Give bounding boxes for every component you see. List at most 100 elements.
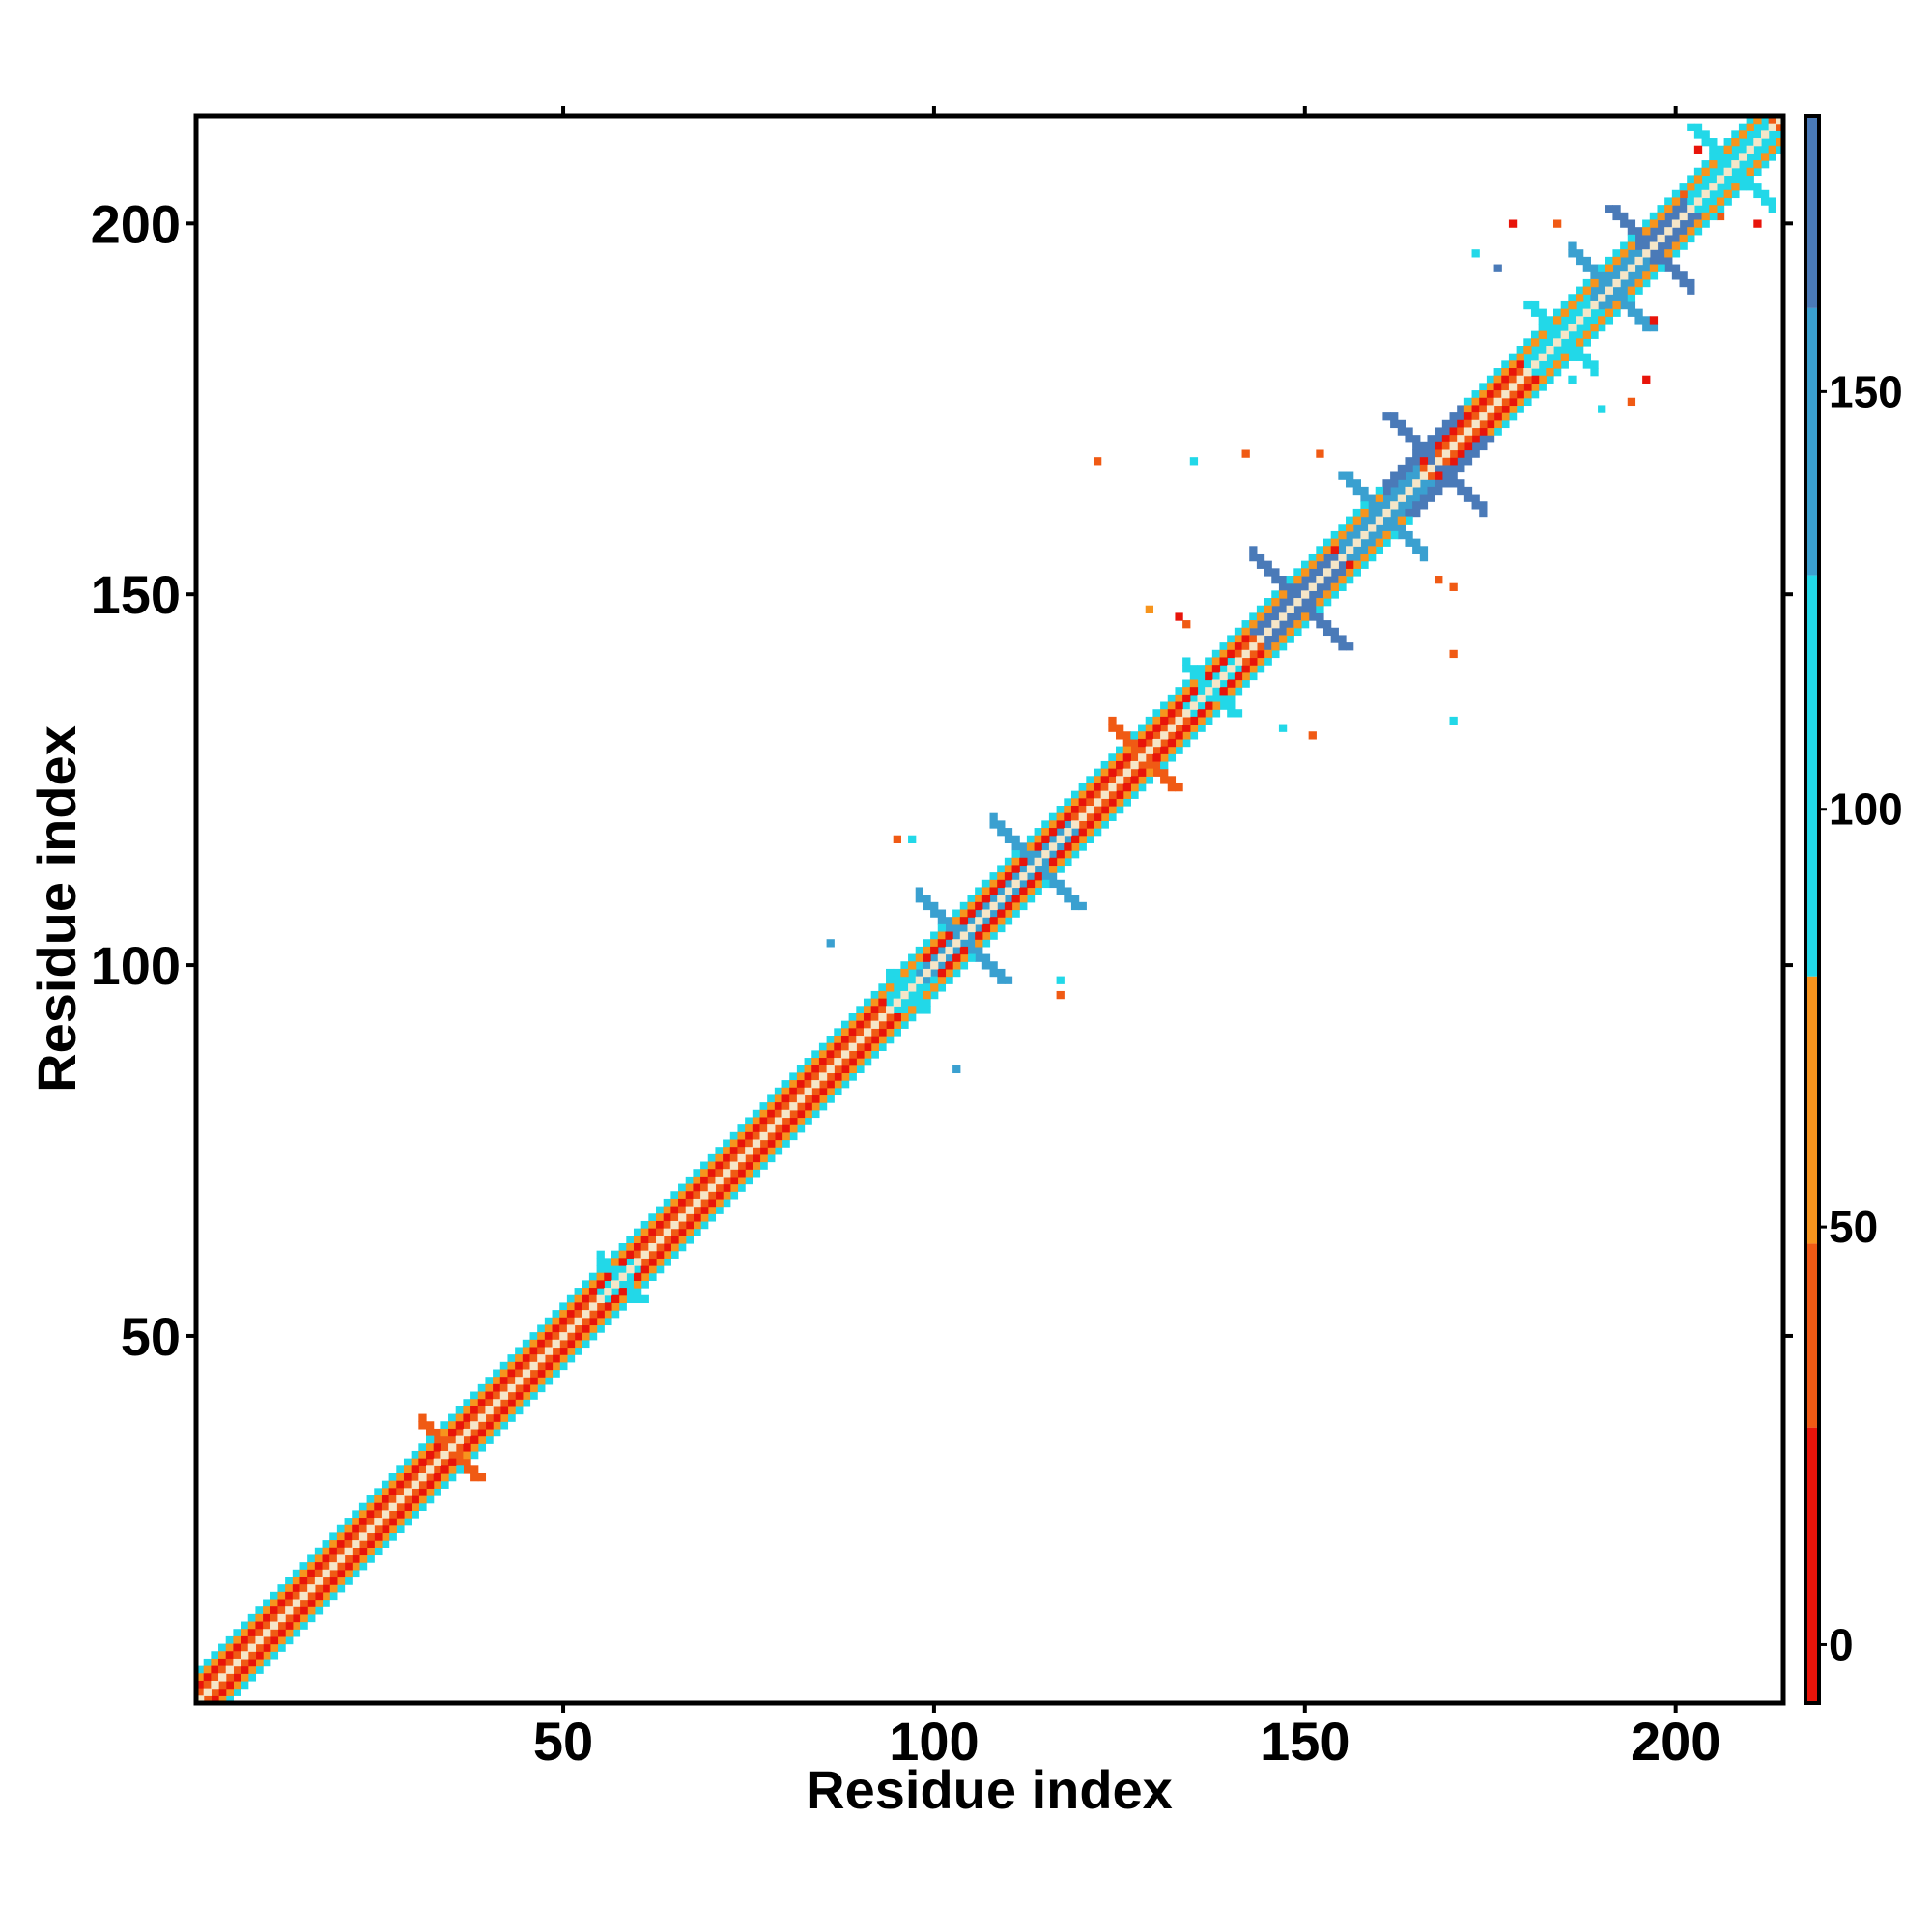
heatmap-cell: [1070, 850, 1080, 859]
heatmap-cell: [411, 1480, 419, 1489]
heatmap-cell: [1701, 189, 1710, 199]
heatmap-cell: [537, 1377, 546, 1385]
heatmap-cell: [233, 1688, 242, 1696]
heatmap-cell: [292, 1629, 301, 1637]
heatmap-cell: [1412, 435, 1421, 443]
heatmap-cell: [233, 1643, 242, 1652]
heatmap-cell: [796, 1094, 806, 1103]
heatmap-cell: [1205, 687, 1213, 696]
heatmap-cell: [1360, 501, 1369, 510]
heatmap-cell: [975, 887, 983, 895]
heatmap-cell: [707, 1183, 717, 1192]
heatmap-cell: [1457, 449, 1465, 458]
heatmap-cell: [1768, 205, 1776, 213]
heatmap-cell: [1634, 264, 1643, 272]
heatmap-cell: [997, 887, 1006, 895]
heatmap-cell: [1330, 546, 1339, 554]
heatmap-cell: [1397, 427, 1406, 436]
heatmap-cell: [1508, 405, 1518, 413]
heatmap-cell: [1293, 590, 1302, 599]
heatmap-cell: [1576, 286, 1584, 295]
heatmap-cell: [529, 1369, 538, 1378]
heatmap-cell: [1449, 716, 1458, 725]
heatmap-cell: [1457, 427, 1465, 436]
heatmap-cell: [1546, 330, 1554, 339]
heatmap-cell: [477, 1399, 487, 1407]
colorbar-band: [1805, 976, 1819, 1244]
heatmap-cell: [455, 1450, 464, 1460]
heatmap-cell: [834, 1058, 842, 1066]
heatmap-cell: [1093, 776, 1102, 784]
heatmap-cell: [1160, 760, 1169, 770]
heatmap-cell: [1390, 486, 1399, 496]
heatmap-cell: [737, 1153, 746, 1163]
heatmap-cell: [552, 1339, 560, 1349]
heatmap-cell: [507, 1369, 516, 1378]
heatmap-cell: [811, 1094, 820, 1103]
heatmap-cell: [1116, 806, 1124, 814]
heatmap-cell: [1308, 612, 1317, 621]
heatmap-cell: [840, 1072, 850, 1081]
heatmap-cell: [1241, 665, 1250, 673]
heatmap-cell: [485, 1377, 494, 1385]
heatmap-cell: [1508, 219, 1518, 228]
heatmap-cell: [1576, 330, 1584, 339]
heatmap-cell: [588, 1332, 598, 1341]
heatmap-cell: [767, 1131, 776, 1141]
heatmap-cell: [981, 879, 991, 889]
heatmap-cell: [737, 1139, 746, 1148]
heatmap-cell: [1738, 167, 1747, 177]
heatmap-cell: [1041, 835, 1050, 843]
heatmap-cell: [1108, 768, 1117, 777]
heatmap-cell: [1041, 865, 1050, 873]
heatmap-cell: [1070, 901, 1080, 911]
heatmap-cell: [759, 1124, 768, 1133]
heatmap-cell: [1560, 360, 1569, 369]
heatmap-cell: [1716, 145, 1725, 154]
heatmap-cell: [1308, 605, 1317, 613]
heatmap-cell: [1293, 620, 1302, 629]
heatmap-cell: [1004, 909, 1013, 918]
heatmap-cell: [737, 1176, 746, 1185]
heatmap-cell: [1412, 457, 1421, 466]
heatmap-cell: [811, 1065, 820, 1074]
heatmap-cell: [388, 1518, 397, 1526]
heatmap-cell: [1256, 642, 1265, 651]
heatmap-cell: [1160, 753, 1169, 762]
heatmap-cell: [218, 1673, 227, 1682]
heatmap-cell: [1576, 346, 1584, 355]
heatmap-cell: [1100, 768, 1109, 777]
heatmap-cell: [255, 1629, 264, 1637]
heatmap-cell: [1397, 524, 1406, 532]
heatmap-cell: [989, 872, 998, 881]
heatmap-cell: [1479, 508, 1488, 518]
heatmap-cell: [1576, 249, 1584, 258]
heatmap-cell: [1679, 234, 1688, 243]
heatmap-cell: [566, 1294, 576, 1304]
heatmap-cell: [648, 1258, 657, 1266]
heatmap-cell: [1360, 546, 1369, 554]
heatmap-cell: [1501, 405, 1510, 413]
heatmap-cell: [307, 1584, 316, 1593]
heatmap-cell: [381, 1524, 390, 1534]
heatmap-cell: [723, 1153, 731, 1163]
heatmap-cell: [1479, 412, 1488, 421]
y-tick-label: 100: [91, 935, 181, 996]
heatmap-cell: [975, 895, 983, 903]
heatmap-cell: [989, 961, 998, 970]
heatmap-cell: [1508, 368, 1518, 377]
heatmap-cell: [997, 872, 1006, 881]
heatmap-cell: [1523, 390, 1532, 399]
heatmap-cell: [285, 1584, 294, 1593]
heatmap-cell: [796, 1072, 806, 1081]
heatmap-cell: [1620, 212, 1629, 221]
heatmap-cell: [1375, 486, 1384, 496]
heatmap-cell: [1197, 694, 1206, 703]
heatmap-cell: [1234, 649, 1243, 659]
heatmap-cell: [574, 1339, 582, 1349]
heatmap-cell: [1145, 605, 1154, 613]
heatmap-cell: [1457, 441, 1465, 451]
heatmap-cell: [767, 1117, 776, 1125]
heatmap-cell: [878, 998, 887, 1007]
heatmap-cell: [759, 1109, 768, 1119]
